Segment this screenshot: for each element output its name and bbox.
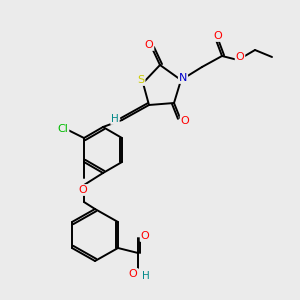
Text: H: H [111, 114, 119, 124]
Text: N: N [179, 73, 187, 83]
Text: O: O [79, 185, 87, 195]
Text: O: O [236, 52, 244, 62]
Text: O: O [145, 40, 153, 50]
Text: O: O [141, 231, 149, 241]
Text: H: H [142, 271, 150, 281]
Text: O: O [181, 116, 189, 126]
Text: S: S [137, 75, 145, 85]
Text: Cl: Cl [58, 124, 68, 134]
Text: O: O [129, 269, 137, 279]
Text: O: O [214, 31, 222, 41]
